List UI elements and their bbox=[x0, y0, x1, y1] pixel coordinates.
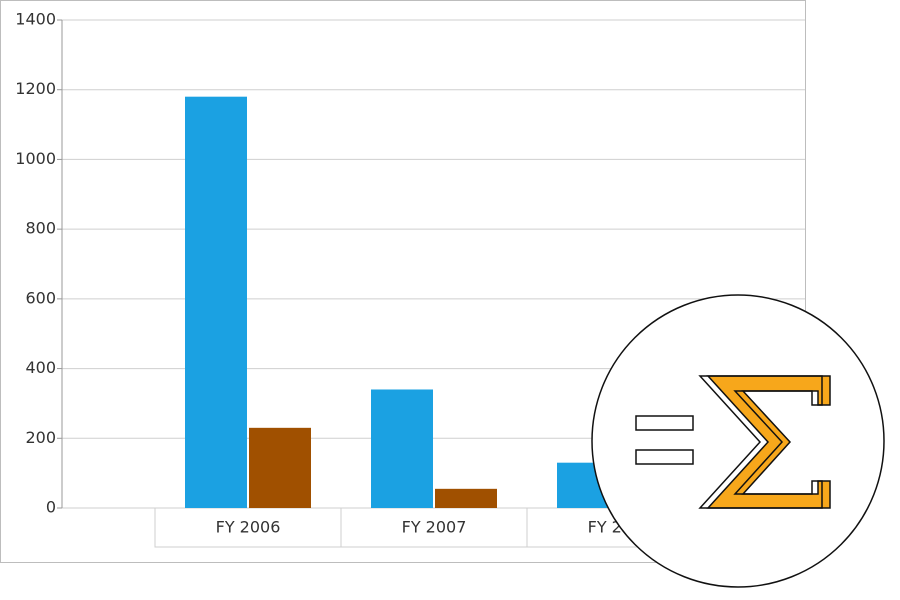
bar bbox=[435, 488, 497, 508]
sigma-badge bbox=[591, 294, 885, 588]
y-tick-label: 0 bbox=[46, 498, 56, 517]
y-tick-label: 1400 bbox=[15, 10, 56, 29]
bar bbox=[249, 427, 311, 508]
bar bbox=[371, 389, 433, 508]
equals-bar bbox=[635, 415, 694, 431]
y-tick-label: 200 bbox=[25, 428, 56, 447]
bar bbox=[185, 96, 247, 508]
x-tick-label: FY 2007 bbox=[402, 518, 467, 537]
sigma-outline bbox=[698, 375, 823, 509]
y-tick-label: 1000 bbox=[15, 149, 56, 168]
equals-bar bbox=[635, 449, 694, 465]
y-tick-label: 400 bbox=[25, 358, 56, 377]
y-tick-label: 600 bbox=[25, 288, 56, 307]
category-box bbox=[154, 507, 342, 548]
x-tick-label: FY 2006 bbox=[216, 518, 281, 537]
y-tick-label: 800 bbox=[25, 219, 56, 238]
y-tick-label: 1200 bbox=[15, 79, 56, 98]
category-box bbox=[340, 507, 528, 548]
badge-circle bbox=[591, 294, 885, 588]
